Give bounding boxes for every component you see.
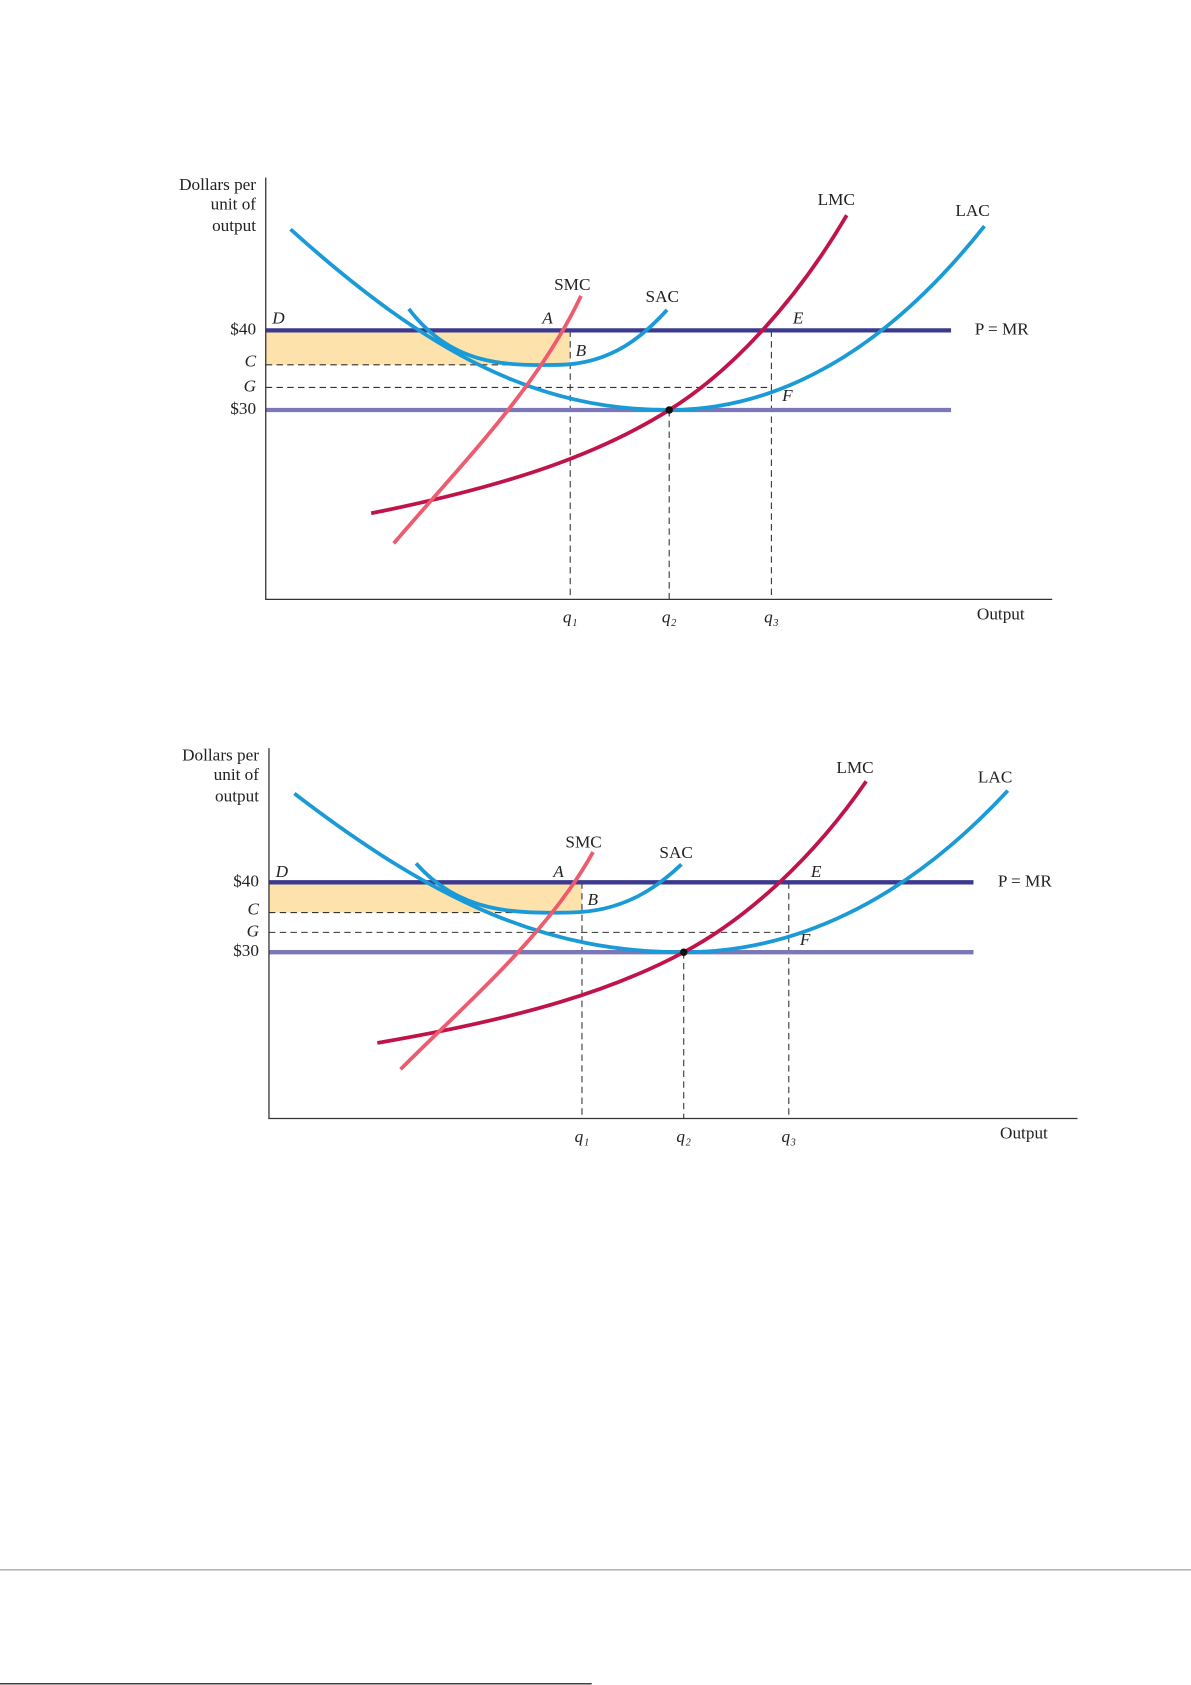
- curve-label: LMC: [818, 190, 855, 209]
- curve-label: SMC: [565, 833, 601, 852]
- y-axis-label: output: [212, 216, 256, 235]
- smc-curve: [392, 295, 583, 545]
- x-axis-label: Output: [977, 604, 1025, 623]
- curve-label: LAC: [955, 201, 989, 220]
- equilibrium-point: [665, 406, 673, 414]
- x-axis-label: Output: [1000, 1124, 1048, 1143]
- curve-label: LMC: [836, 758, 873, 777]
- price-line-label: P = MR: [998, 871, 1053, 890]
- point-label: E: [810, 862, 822, 881]
- point-label: D: [275, 862, 289, 881]
- lac-curve: [289, 224, 986, 412]
- point-label: F: [799, 930, 811, 949]
- y-axis-label: Dollars per: [179, 175, 256, 194]
- axes: [265, 177, 1053, 600]
- price-label: $30: [230, 399, 256, 418]
- point-label: A: [552, 862, 564, 881]
- lac-curve: [293, 789, 1010, 955]
- price-label: $30: [233, 941, 259, 960]
- axes: [268, 748, 1078, 1120]
- point-label: B: [576, 341, 587, 360]
- curve-label: SMC: [554, 275, 590, 294]
- quantity-label: q₂: [662, 608, 677, 627]
- point-label: A: [541, 309, 553, 328]
- point-label: D: [271, 309, 285, 328]
- y-axis-label: unit of: [214, 765, 260, 784]
- price-label: G: [244, 376, 257, 395]
- curve-label: LAC: [978, 767, 1012, 786]
- point-label: E: [792, 309, 804, 328]
- point-label: F: [781, 386, 793, 405]
- profit-area: [265, 330, 571, 365]
- quantity-label: q₁: [563, 608, 578, 627]
- price-line-label: P = MR: [975, 319, 1030, 338]
- y-axis-label: unit of: [211, 195, 257, 214]
- quantity-label: q₂: [676, 1127, 691, 1146]
- y-axis-label: output: [215, 787, 259, 806]
- y-axis-label: Dollars per: [182, 746, 259, 765]
- sac-curve: [414, 862, 683, 915]
- quantity-label: q₁: [575, 1127, 590, 1146]
- price-label: C: [245, 352, 257, 371]
- profit-area: [268, 882, 582, 913]
- price-label: C: [248, 900, 260, 919]
- equilibrium-point: [679, 948, 688, 956]
- quantity-label: q₃: [781, 1127, 796, 1146]
- curve-label: SAC: [659, 843, 692, 862]
- price-label: $40: [230, 319, 256, 338]
- point-label: B: [587, 890, 598, 909]
- price-label: $40: [233, 871, 259, 890]
- sac-curve: [407, 307, 669, 367]
- curve-label: SAC: [646, 287, 679, 306]
- price-label: G: [247, 921, 260, 940]
- smc-curve: [399, 851, 595, 1071]
- quantity-label: q₃: [764, 608, 779, 627]
